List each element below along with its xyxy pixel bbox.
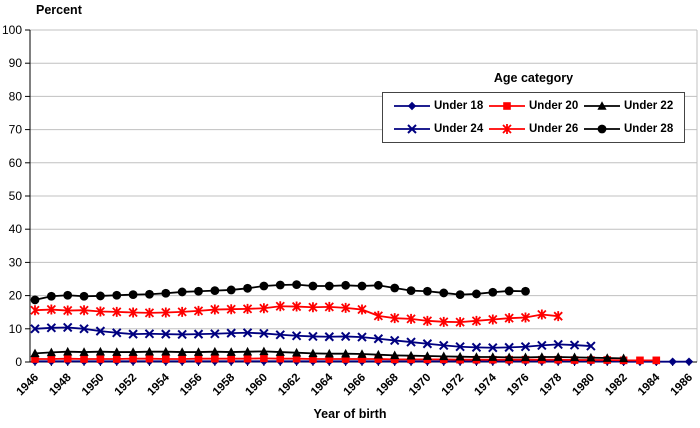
x-tick-label: 1984 [636, 371, 663, 398]
x-tick-label: 1986 [669, 372, 696, 399]
y-tick-label: 20 [9, 289, 23, 303]
legend-label: Under 24 [434, 122, 484, 135]
y-tick-label: 10 [9, 322, 23, 336]
y-axis: 0 10 20 30 40 50 60 70 80 90 100 [2, 23, 30, 369]
y-tick-label: 0 [15, 355, 22, 369]
square-marker-icon [489, 102, 525, 111]
triangle-marker-icon [584, 101, 620, 111]
legend-label: Under 20 [529, 100, 579, 113]
circle-marker-icon [584, 124, 620, 134]
legend-item-under-18: Under 18 [393, 100, 488, 112]
legend: Under 18 Under 20 Under 22 Under 24 Unde… [382, 92, 685, 143]
x-tick-label: 1964 [309, 371, 336, 398]
y-tick-label: 100 [2, 23, 22, 37]
x-tick-label: 1962 [276, 372, 303, 399]
x-tick-label: 1970 [407, 372, 434, 399]
series-under-24 [30, 322, 596, 353]
y-tick-label: 50 [9, 189, 23, 203]
x-tick-label: 1946 [15, 372, 42, 399]
x-axis-title: Year of birth [313, 407, 387, 421]
x-marker-icon [394, 124, 430, 134]
y-tick-label: 30 [9, 255, 23, 269]
x-tick-label: 1972 [440, 372, 467, 399]
legend-title: Age category [493, 71, 574, 85]
x-tick-label: 1968 [374, 371, 401, 398]
legend-label: Under 18 [434, 100, 484, 113]
x-tick-label: 1950 [80, 372, 107, 399]
x-tick-label: 1952 [113, 372, 140, 399]
series-under-26 [30, 301, 563, 328]
series-under-22 [30, 346, 629, 363]
series-under-28 [30, 280, 530, 305]
x-tick-label: 1954 [145, 371, 172, 398]
x-tick-label: 1956 [178, 372, 205, 399]
x-tick-label: 1974 [472, 371, 499, 398]
x-tick-label: 1976 [505, 372, 532, 399]
x-tick-label: 1960 [243, 372, 270, 399]
x-tick-label: 1958 [211, 371, 238, 398]
x-tick-label: 1982 [603, 372, 630, 399]
y-tick-label: 80 [9, 89, 23, 103]
legend-item-under-26: Under 26 [488, 123, 583, 135]
x-tick-label: 1948 [47, 371, 74, 398]
y-tick-label: 60 [9, 156, 23, 170]
x-axis-labels: 1946 1948 1950 1952 1954 1956 1958 1960 1962 1964… [15, 371, 696, 398]
y-tick-label: 70 [9, 123, 23, 137]
x-tick-label: 1966 [342, 372, 369, 399]
legend-label: Under 28 [624, 122, 674, 135]
diamond-marker-icon [394, 102, 430, 111]
legend-item-under-28: Under 28 [583, 123, 678, 135]
legend-label: Under 26 [529, 122, 579, 135]
legend-label: Under 22 [624, 100, 674, 113]
x-tick-label: 1980 [570, 372, 597, 399]
asterisk-marker-icon [489, 123, 525, 134]
y-tick-label: 90 [9, 56, 23, 70]
y-tick-label: 40 [9, 222, 23, 236]
legend-item-under-22: Under 22 [583, 100, 678, 112]
legend-item-under-24: Under 24 [393, 123, 488, 135]
x-tick-label: 1978 [538, 371, 565, 398]
legend-item-under-20: Under 20 [488, 100, 583, 112]
y-axis-title: Percent [36, 3, 82, 17]
